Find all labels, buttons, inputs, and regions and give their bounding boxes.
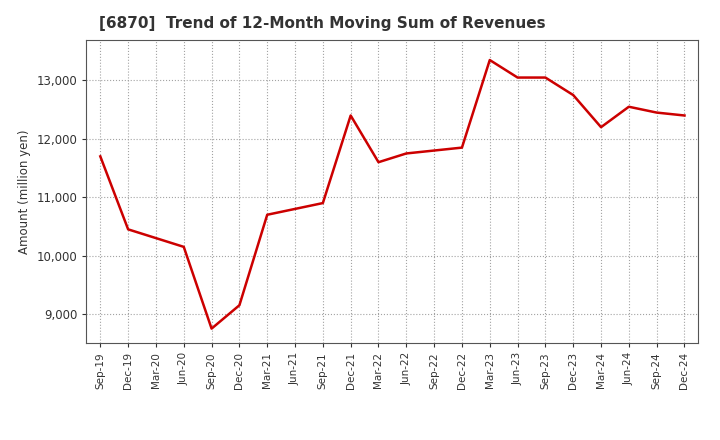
Text: [6870]  Trend of 12-Month Moving Sum of Revenues: [6870] Trend of 12-Month Moving Sum of R… (99, 16, 545, 32)
Y-axis label: Amount (million yen): Amount (million yen) (18, 129, 31, 253)
